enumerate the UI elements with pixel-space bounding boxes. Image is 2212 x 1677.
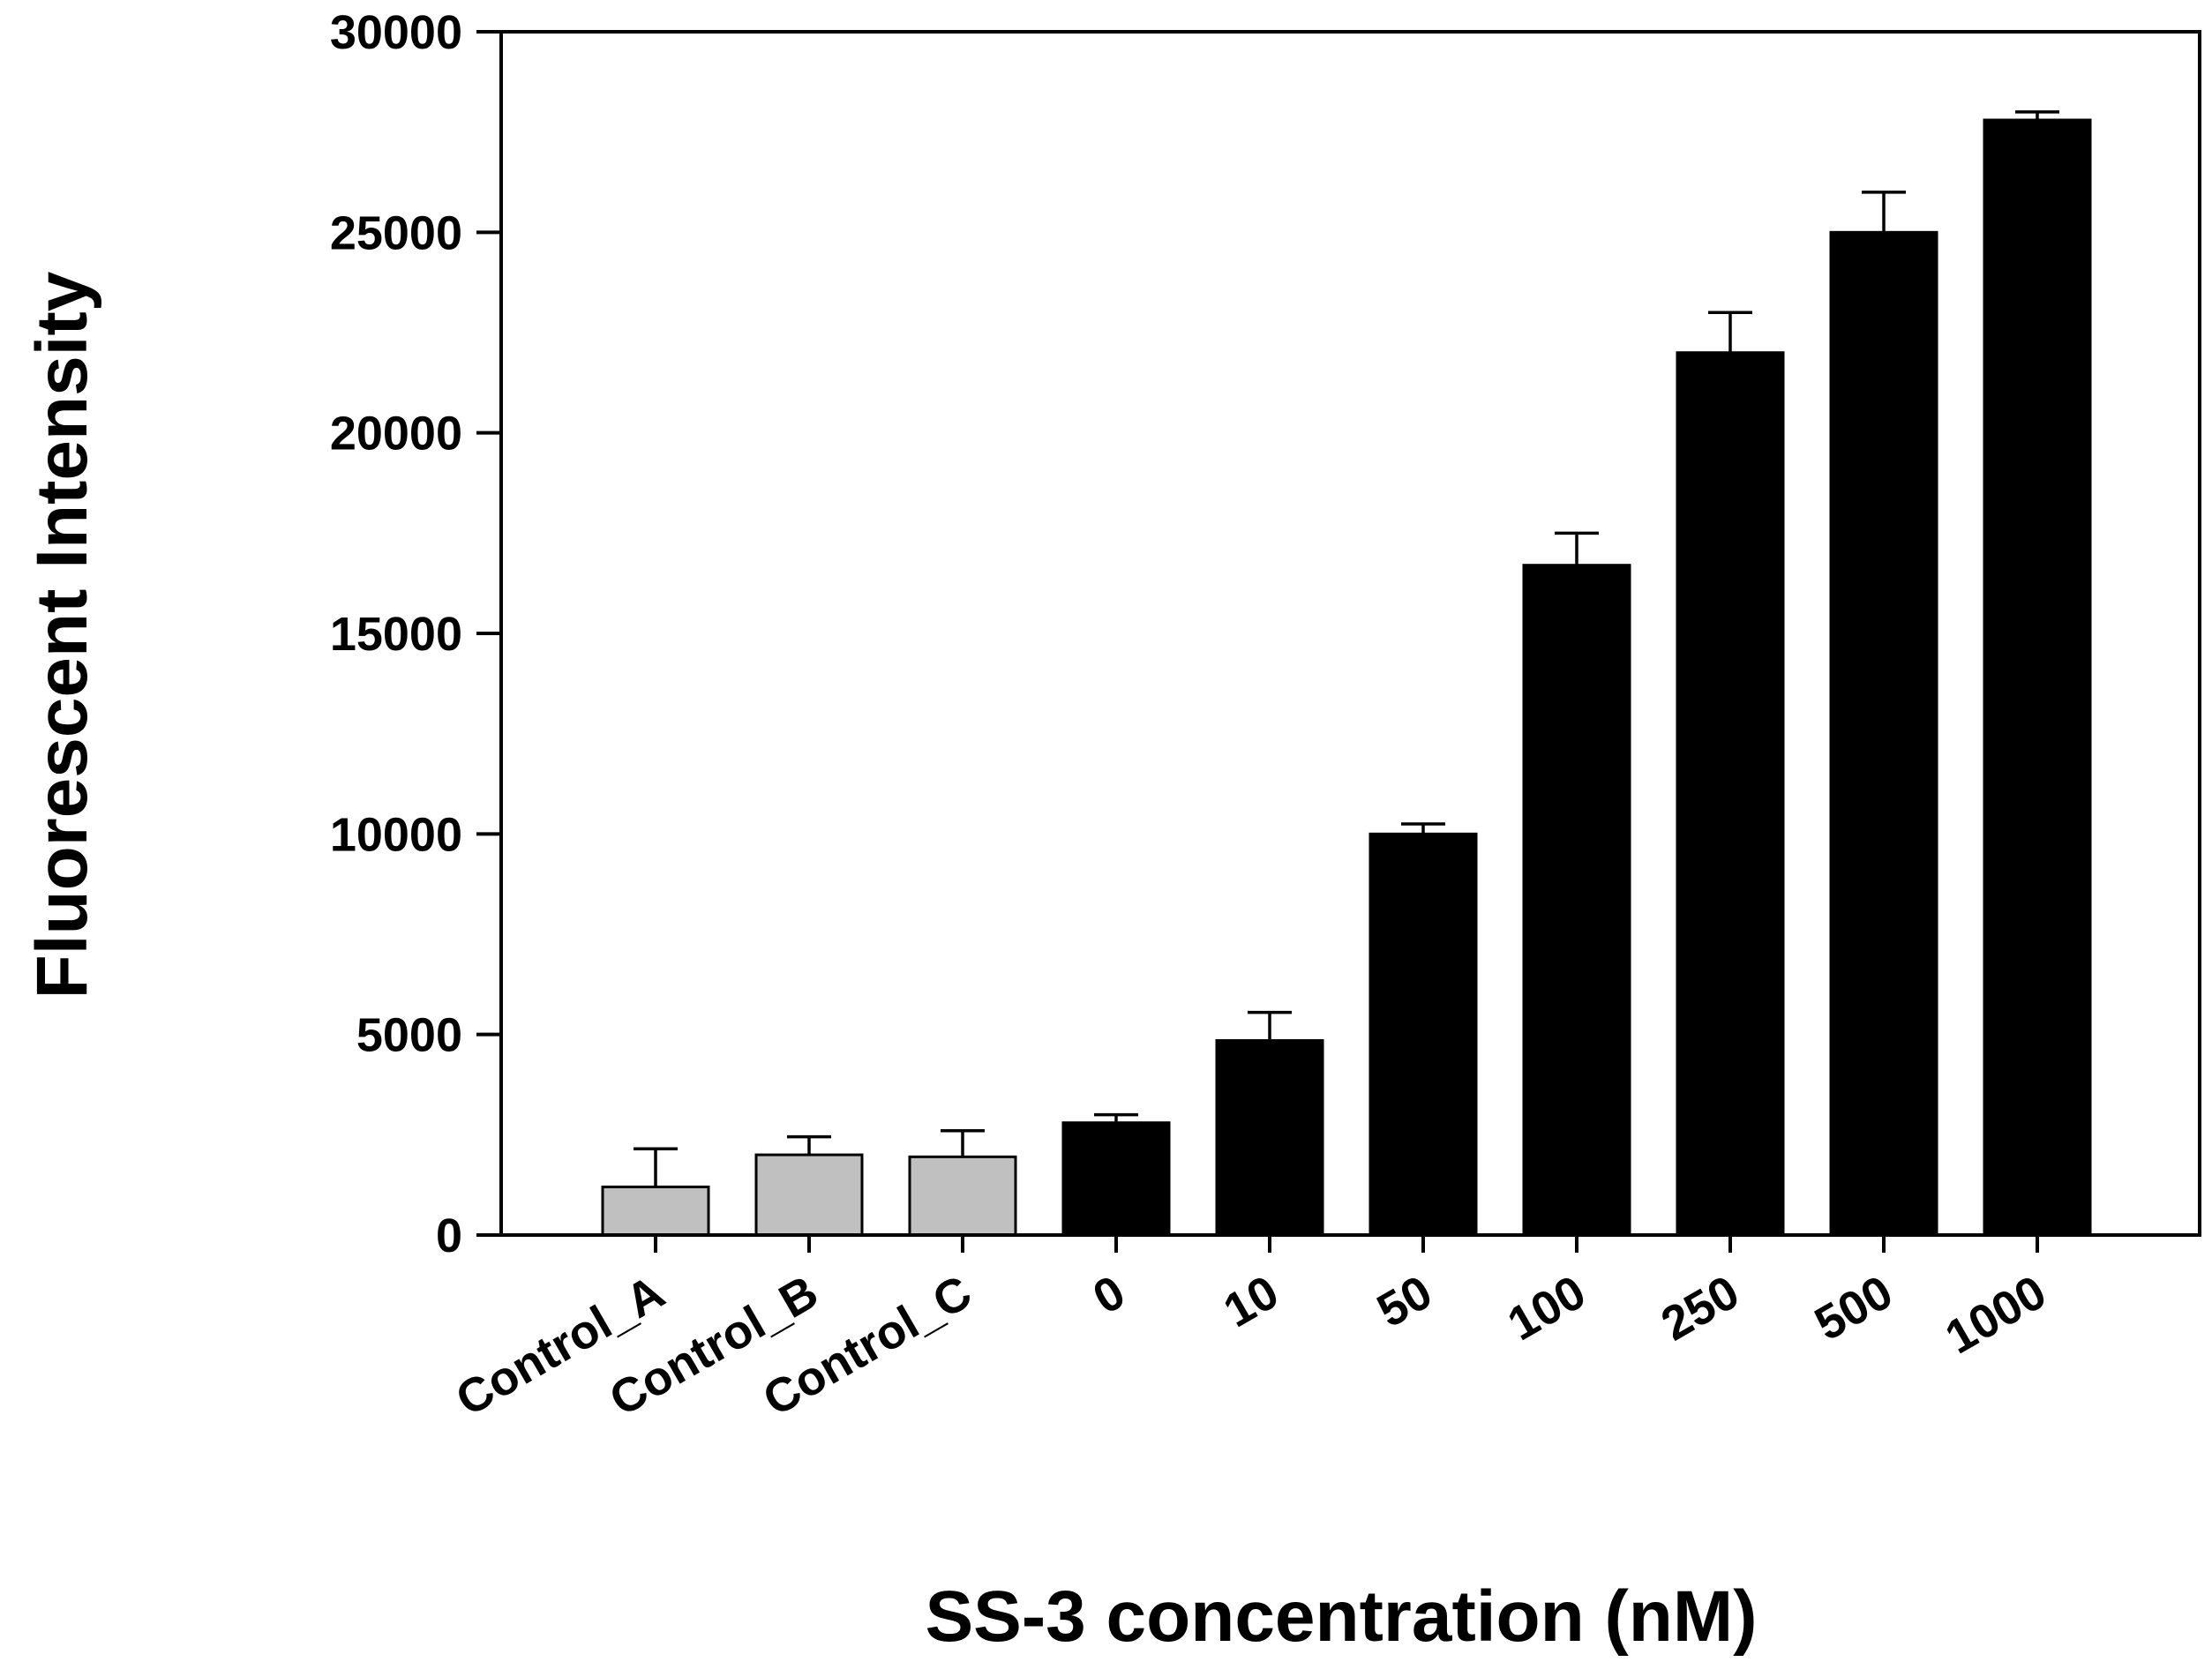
x-tick-label-100: 100	[1499, 1265, 1594, 1351]
y-tick-label-10000: 10000	[330, 808, 462, 861]
x-tick-label-50: 50	[1368, 1265, 1441, 1337]
y-ticks-layer: 0 5000 10000 15000 20000 25000 30000	[330, 6, 501, 1262]
bar-Control_A	[601, 1185, 710, 1237]
error-bars-layer	[634, 110, 2059, 1187]
x-tick-label-1000: 1000	[1937, 1265, 2055, 1364]
y-tick-label-15000: 15000	[330, 608, 462, 661]
y-axis-title: Fluorescent Intensity	[22, 271, 102, 999]
x-axis-title: SS-3 concentration (nM)	[925, 1576, 1757, 1657]
y-tick-label-20000: 20000	[330, 408, 462, 460]
y-tick-label-0: 0	[436, 1209, 462, 1262]
bar-1000	[1983, 118, 2092, 1237]
bar-250	[1676, 351, 1785, 1237]
x-tick-label-250: 250	[1653, 1265, 1748, 1351]
x-tick-label-500: 500	[1806, 1265, 1901, 1351]
bar-100	[1522, 564, 1631, 1237]
y-tick-label-5000: 5000	[356, 1009, 462, 1062]
y-tick-label-25000: 25000	[330, 206, 462, 259]
plot-frame	[499, 30, 2201, 1237]
bar-10	[1215, 1038, 1324, 1237]
bar-0	[1061, 1121, 1171, 1237]
x-tick-label-10: 10	[1215, 1265, 1287, 1337]
bar-500	[1829, 230, 1938, 1237]
bars-layer	[601, 118, 2092, 1237]
x-tick-label-0: 0	[1084, 1265, 1134, 1324]
y-tick-label-30000: 30000	[330, 6, 462, 59]
axes-layer	[499, 30, 2201, 1237]
bar-Control_C	[908, 1155, 1017, 1237]
bar-50	[1368, 832, 1478, 1237]
bar-Control_B	[754, 1153, 864, 1237]
